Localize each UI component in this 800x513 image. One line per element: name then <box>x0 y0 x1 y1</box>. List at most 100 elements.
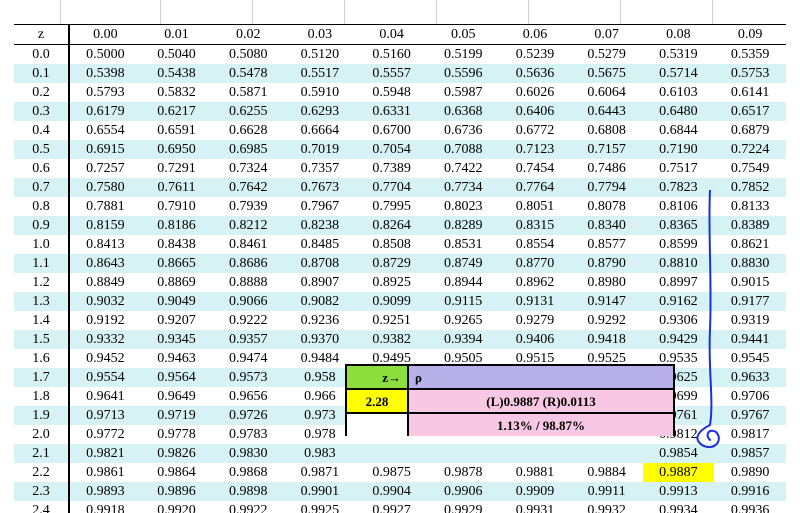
z-cell: 0.7357 <box>284 159 356 178</box>
z-cell: 0.8962 <box>499 273 571 292</box>
z-cell: 0.9015 <box>714 273 786 292</box>
z-cell: 0.9292 <box>571 311 643 330</box>
z-cell: 0.9932 <box>571 501 643 513</box>
z-cell: 0.8389 <box>714 216 786 235</box>
z-cell: 0.9382 <box>356 330 428 349</box>
z-cell: 0.8159 <box>69 216 141 235</box>
z-cell: 0.9871 <box>284 463 356 482</box>
z-cell: 0.6293 <box>284 102 356 121</box>
z-cell: 0.6368 <box>427 102 499 121</box>
z-cell: 0.8438 <box>141 235 213 254</box>
z-cell: 0.6628 <box>212 121 284 140</box>
z-cell: 0.8212 <box>212 216 284 235</box>
z-row-label: 1.3 <box>14 292 69 311</box>
lookup-overlay: z→ ρ 2.28 (L)0.9887 (R)0.0113 1.13% / 98… <box>345 364 675 436</box>
z-cell: 0.9778 <box>141 425 213 444</box>
z-cell: 0.8599 <box>643 235 715 254</box>
z-row-label: 0.4 <box>14 121 69 140</box>
z-cell: 0.8888 <box>212 273 284 292</box>
overlay-z-value: 2.28 <box>347 389 408 413</box>
z-cell: 0.7967 <box>284 197 356 216</box>
z-cell: 0.9821 <box>69 444 141 463</box>
z-cell: 0.6915 <box>69 140 141 159</box>
table-row: 0.40.65540.65910.66280.66640.67000.67360… <box>14 121 786 140</box>
z-cell: 0.8365 <box>643 216 715 235</box>
z-cell: 0.5319 <box>643 45 715 65</box>
z-cell: 0.7611 <box>141 178 213 197</box>
z-cell: 0.6844 <box>643 121 715 140</box>
z-cell: 0.9357 <box>212 330 284 349</box>
z-row-label: 0.8 <box>14 197 69 216</box>
z-cell: 0.8770 <box>499 254 571 273</box>
overlay-blank <box>347 413 408 436</box>
z-cell: 0.9826 <box>141 444 213 463</box>
z-cell: 0.9236 <box>284 311 356 330</box>
z-cell: 0.6255 <box>212 102 284 121</box>
z-row-label: 0.2 <box>14 83 69 102</box>
z-cell: 0.7123 <box>499 140 571 159</box>
table-row: 0.90.81590.81860.82120.82380.82640.82890… <box>14 216 786 235</box>
z-cell: 0.9147 <box>571 292 643 311</box>
z-cell: 0.9406 <box>499 330 571 349</box>
z-cell: 0.6879 <box>714 121 786 140</box>
col-header-0.05: 0.05 <box>427 25 499 45</box>
z-cell: 0.9474 <box>212 349 284 368</box>
z-cell: 0.8686 <box>212 254 284 273</box>
z-cell: 0.7642 <box>212 178 284 197</box>
z-row-label: 2.1 <box>14 444 69 463</box>
z-cell: 0.8830 <box>714 254 786 273</box>
z-cell: 0.6179 <box>69 102 141 121</box>
z-cell: 0.9936 <box>714 501 786 513</box>
table-row: 0.10.53980.54380.54780.55170.55570.55960… <box>14 64 786 83</box>
z-cell: 0.8264 <box>356 216 428 235</box>
z-cell: 0.6700 <box>356 121 428 140</box>
z-cell: 0.6772 <box>499 121 571 140</box>
table-row: 1.40.91920.92070.92220.92360.92510.92650… <box>14 311 786 330</box>
z-table-body: 0.00.50000.50400.50800.51200.51600.51990… <box>14 45 786 513</box>
table-row: 0.80.78810.79100.79390.79670.79950.80230… <box>14 197 786 216</box>
z-cell: 0.9032 <box>69 292 141 311</box>
table-row: 1.20.88490.88690.88880.89070.89250.89440… <box>14 273 786 292</box>
z-cell: 0.8729 <box>356 254 428 273</box>
z-cell: 0.9418 <box>571 330 643 349</box>
z-cell: 0.6950 <box>141 140 213 159</box>
z-cell: 0.5596 <box>427 64 499 83</box>
table-row: 0.20.57930.58320.58710.59100.59480.59870… <box>14 83 786 102</box>
z-cell: 0.5832 <box>141 83 213 102</box>
z-cell: 0.7389 <box>356 159 428 178</box>
z-cell: 0.6443 <box>571 102 643 121</box>
z-row-label: 0.5 <box>14 140 69 159</box>
z-cell: 0.5478 <box>212 64 284 83</box>
z-cell: 0.6517 <box>714 102 786 121</box>
z-cell: 0.9884 <box>571 463 643 482</box>
z-cell: 0.9452 <box>69 349 141 368</box>
z-cell: 0.5753 <box>714 64 786 83</box>
z-cell: 0.9896 <box>141 482 213 501</box>
z-cell: 0.8186 <box>141 216 213 235</box>
z-cell: 0.9772 <box>69 425 141 444</box>
z-cell: 0.5279 <box>571 45 643 65</box>
z-cell: 0.5398 <box>69 64 141 83</box>
z-cell: 0.9332 <box>69 330 141 349</box>
table-row: 0.00.50000.50400.50800.51200.51600.51990… <box>14 45 786 65</box>
z-cell: 0.8106 <box>643 197 715 216</box>
z-cell: 0.7454 <box>499 159 571 178</box>
z-cell <box>499 444 571 463</box>
z-cell: 0.8907 <box>284 273 356 292</box>
z-cell: 0.5000 <box>69 45 141 65</box>
z-cell: 0.5359 <box>714 45 786 65</box>
z-cell: 0.8340 <box>571 216 643 235</box>
z-cell: 0.9920 <box>141 501 213 513</box>
z-cell: 0.9898 <box>212 482 284 501</box>
z-cell: 0.8508 <box>356 235 428 254</box>
z-cell: 0.5675 <box>571 64 643 83</box>
z-cell: 0.7422 <box>427 159 499 178</box>
z-cell: 0.8925 <box>356 273 428 292</box>
table-row: 2.10.98210.98260.98300.9830.98540.9857 <box>14 444 786 463</box>
z-cell: 0.8289 <box>427 216 499 235</box>
col-header-0.07: 0.07 <box>571 25 643 45</box>
z-cell: 0.8944 <box>427 273 499 292</box>
z-cell: 0.7224 <box>714 140 786 159</box>
z-table: z0.000.010.020.030.040.050.060.070.080.0… <box>14 24 786 513</box>
z-cell: 0.9049 <box>141 292 213 311</box>
